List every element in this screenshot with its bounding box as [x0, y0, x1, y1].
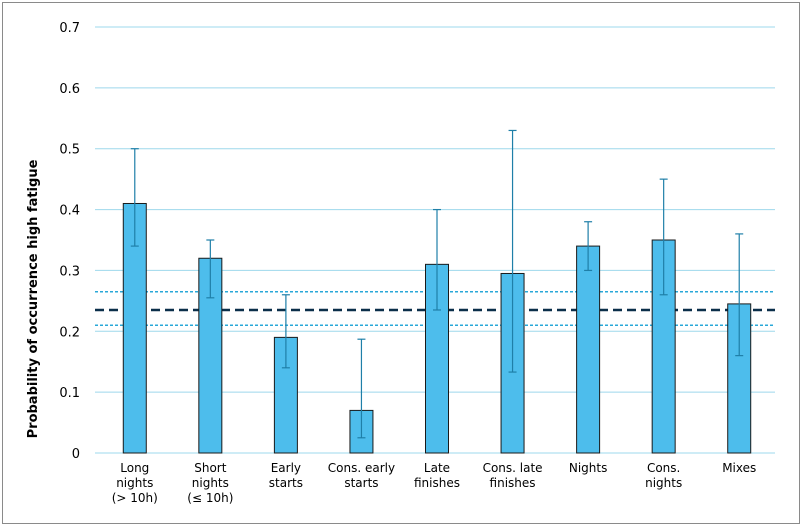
x-category-labels: Long nights (> 10h)Short nights (≤ 10h)Early… [112, 461, 757, 505]
x-category-label-line: Cons. late [483, 461, 543, 475]
x-category-label-line: nights [192, 476, 229, 490]
y-tick-labels: 0 0.1 0.2 0.3 0.4 0.5 0.6 0.7 [59, 21, 80, 462]
bar-chart: 00.10.20.30.40.50.60.7 Long nights (> 10h)… [26, 21, 775, 505]
x-category-label: Cons. late finishes [483, 461, 543, 490]
y-tick-label: 0.4 [59, 204, 80, 219]
x-category-label: Nights [569, 461, 608, 475]
x-category-label-line: Cons. early [328, 461, 395, 475]
x-category-label-line: Short [194, 461, 226, 475]
x-category-label-line: nights [116, 476, 153, 490]
error-bar [659, 178, 668, 296]
x-category-label-line: Early [271, 461, 301, 475]
y-tick-label: 0.5 [59, 143, 80, 158]
x-category-label: Cons. early starts [328, 461, 395, 490]
x-category-label: Short nights (≤ 10h) [187, 461, 233, 505]
x-category-label-line: Nights [569, 461, 608, 475]
error-bar [735, 233, 744, 357]
error-bars [130, 129, 744, 439]
error-bar [130, 148, 139, 247]
x-category-label-line: Mixes [722, 461, 756, 475]
y-tick-label: 0.1 [59, 386, 80, 401]
bar [576, 245, 601, 454]
y-tick-label: 0 [72, 447, 80, 462]
x-category-label-line: starts [344, 476, 378, 490]
bars [122, 202, 752, 454]
error-bar [206, 239, 215, 299]
error-bar [433, 208, 441, 311]
x-category-label: Late finishes [414, 461, 460, 490]
error-bar [281, 294, 290, 369]
x-category-label-line: (≤ 10h) [187, 491, 233, 505]
x-category-label-line: (> 10h) [112, 491, 158, 505]
error-bar [357, 338, 366, 439]
y-tick-label: 0.3 [59, 264, 80, 279]
x-category-label: Mixes [722, 461, 756, 475]
y-tick-label: 0.7 [59, 21, 80, 36]
x-category-label-line: finishes [414, 476, 460, 490]
y-tick-label: 0.2 [59, 325, 80, 340]
x-category-label: Early starts [269, 461, 303, 490]
x-category-label: Long nights (> 10h) [112, 461, 158, 505]
x-category-label-line: starts [269, 476, 303, 490]
y-axis-title: Probability of occurrence high fatigue [26, 159, 41, 438]
x-category-label-line: finishes [490, 476, 536, 490]
x-category-label-line: nights [645, 476, 682, 490]
error-bar [508, 129, 517, 373]
x-category-label: Cons. nights [645, 461, 682, 490]
error-bar [584, 221, 593, 272]
x-category-label-line: Cons. [647, 461, 680, 475]
y-tick-label: 0.6 [59, 82, 80, 97]
x-category-label-line: Late [424, 461, 450, 475]
x-category-label-line: Long [120, 461, 149, 475]
